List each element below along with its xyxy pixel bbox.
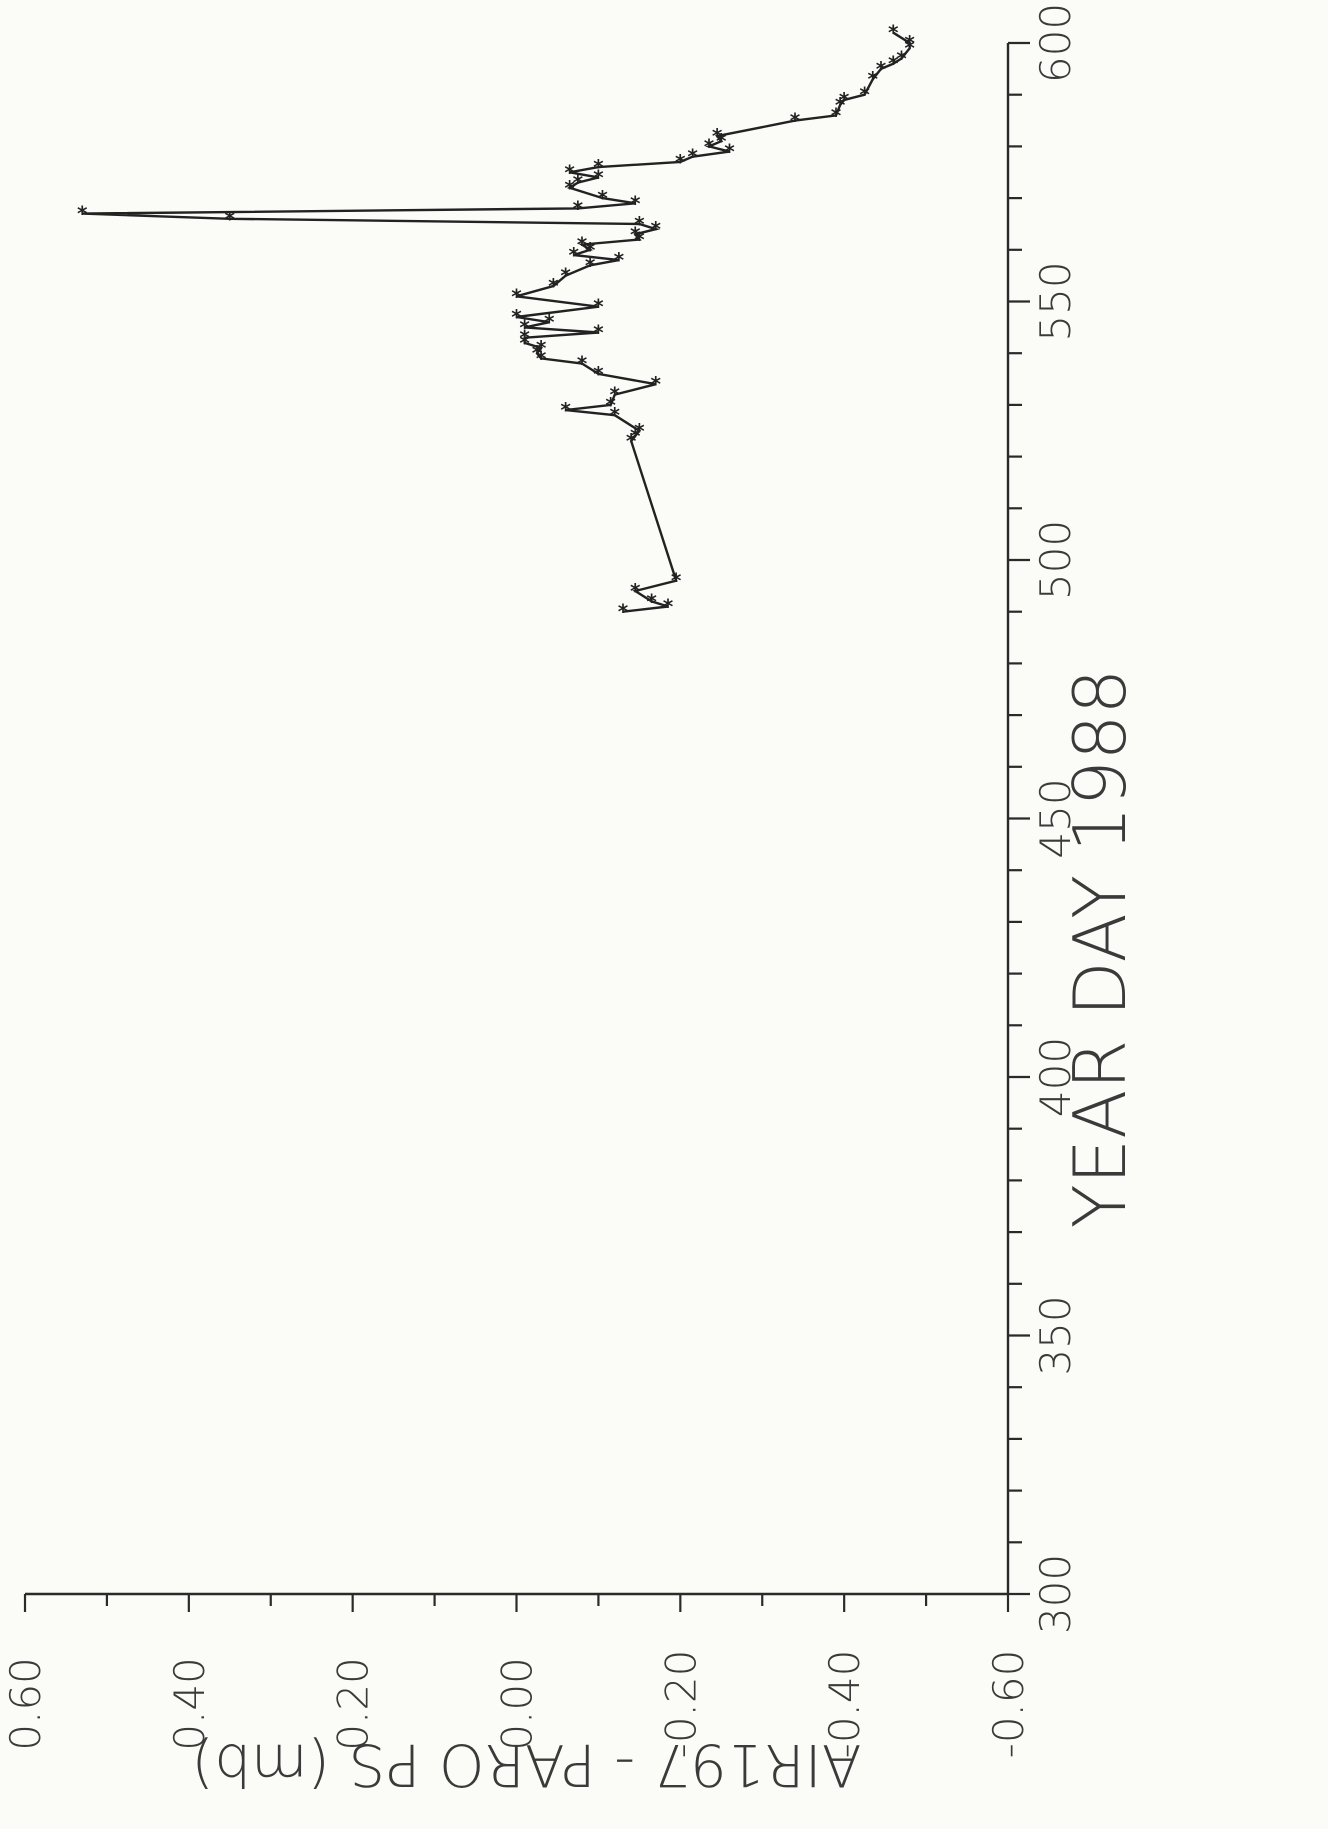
data-point: * [547,274,559,298]
y-tick-label: -0.20 [656,1650,705,1759]
data-point: * [633,212,645,236]
data-point: * [629,579,641,603]
data-point: * [568,243,580,267]
data-point: * [584,238,596,262]
data-point: * [560,398,572,422]
x-tick-label: 600 [1031,3,1080,83]
data-point: * [531,341,543,365]
y-tick-label: 0.60 [1,1657,50,1751]
data-point: * [687,145,699,169]
data-point: * [830,103,842,127]
y-tick-label: 0.00 [493,1657,542,1751]
data-point: * [650,372,662,396]
data-point: * [674,150,686,174]
data-point: * [715,129,727,153]
x-tick-label: 500 [1031,520,1080,600]
data-point: * [875,57,887,81]
data-point: * [625,429,637,453]
data-point: * [887,52,899,76]
data-point: * [592,165,604,189]
data-point: * [633,419,645,443]
y-tick-label: -0.60 [984,1650,1033,1759]
data-point: * [510,305,522,329]
data-point: * [592,155,604,179]
y-tick-label: 0.20 [329,1657,378,1751]
data-point: * [572,196,584,220]
data-point: * [859,83,871,107]
series-layer: * *** ****** ** ******** ** ** ** * * * ** ** ** **** *… [76,21,915,624]
data-point: * [535,346,547,370]
series-line [82,31,911,613]
x-tick-label: 450 [1031,778,1080,858]
data-point: * [650,217,662,241]
data-point: * [834,93,846,117]
data-point: * [867,67,879,91]
data-point: * [789,109,801,133]
data-point: * [592,362,604,386]
data-point: * [646,589,658,613]
data-point: * [592,295,604,319]
data-point: * [629,191,641,215]
data-point: * [605,393,617,417]
data-point: * [904,36,916,60]
data-point: * [670,569,682,593]
data-point: * [224,207,236,231]
axes: 0.60 0.40 0.20 0.00 -0.20 -0.40 -0.60 300 350 400… [1,3,1080,1758]
x-tick-label: 300 [1031,1554,1080,1634]
data-point: * [887,21,899,45]
data-point: * [629,424,641,448]
data-point: * [613,248,625,272]
data-point: * [519,331,531,355]
data-point: * [519,326,531,350]
x-tick-label: 400 [1031,1037,1080,1117]
x-axis-title: YEAR DAY 1988 [1058,669,1142,1229]
data-point: * [609,383,621,407]
data-point: * [510,284,522,308]
data-point: * [711,124,723,148]
data-point: * [895,47,907,71]
data-point: * [564,176,576,200]
data-point: * [662,595,674,619]
data-point: * [723,140,735,164]
data-point: * [572,171,584,195]
data-point: * [543,310,555,334]
x-tick-label: 350 [1031,1295,1080,1375]
data-point: * [535,336,547,360]
x-tick-label: 550 [1031,261,1080,341]
data-point: * [596,186,608,210]
data-point: * [564,160,576,184]
data-point: * [560,264,572,288]
data-point: * [76,202,88,226]
data-point: * [576,352,588,376]
y-axis-title: AIR197 - PARO PS (mb) [192,1731,862,1799]
data-point: * [576,233,588,257]
data-point: * [703,134,715,158]
data-point: * [592,321,604,345]
data-point: * [609,403,621,427]
data-point: * [584,253,596,277]
data-point: * [629,222,641,246]
y-tick-label: -0.40 [820,1650,869,1759]
y-tick-label: 0.40 [165,1657,214,1751]
data-point: * [519,315,531,339]
data-point: * [904,31,916,55]
data-point: * [617,600,629,624]
data-point: * [633,228,645,252]
data-point: * [838,88,850,112]
